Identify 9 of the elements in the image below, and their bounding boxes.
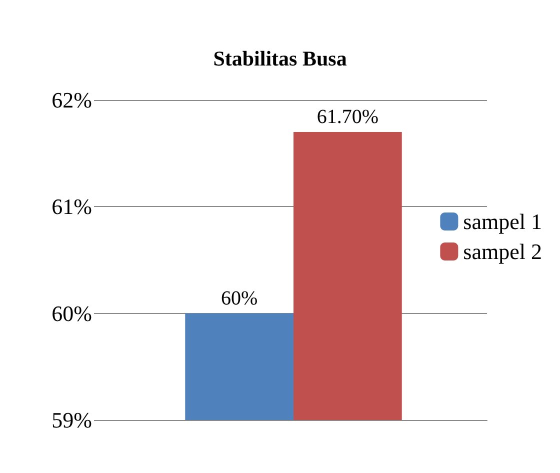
y-tick-label: 62% <box>52 88 92 112</box>
y-tick-label: 61% <box>52 194 92 220</box>
legend-label: sampel 1 <box>463 209 542 234</box>
data-label: 60% <box>220 287 258 310</box>
data-label: 61.70% <box>316 106 379 128</box>
chart-title: Stabilitas Busa <box>213 46 348 70</box>
y-tick-label: 59% <box>52 408 92 432</box>
y-tick-label: 60% <box>52 300 92 326</box>
legend-label: sampel 2 <box>463 239 542 264</box>
